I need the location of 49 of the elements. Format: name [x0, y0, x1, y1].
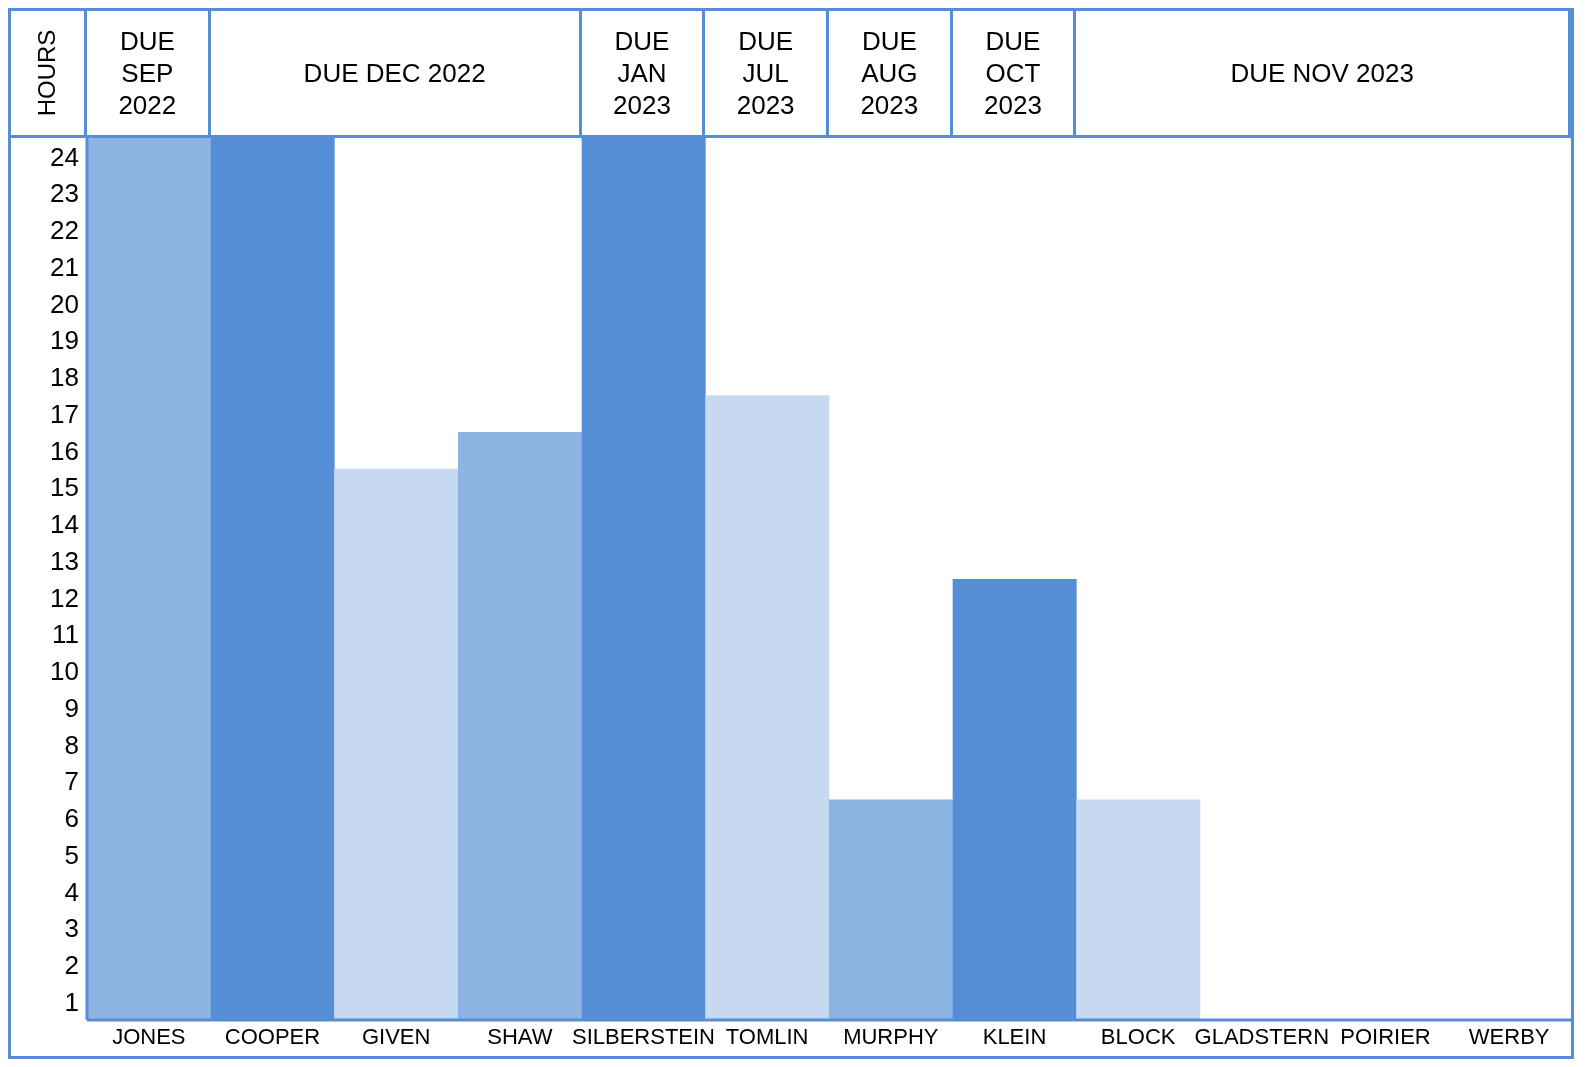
y-tick-label: 24: [50, 141, 79, 172]
y-tick-label: 7: [64, 766, 79, 797]
y-tick-label: 13: [50, 545, 79, 576]
x-tick-label: COOPER: [224, 1023, 321, 1049]
y-tick-label: 23: [50, 178, 79, 209]
text: DUE JAN 2023: [612, 25, 672, 121]
text: DUE SEP 2022: [117, 25, 178, 121]
x-tick-label: WERBY: [1468, 1023, 1550, 1049]
text: DUE AUG 2023: [859, 25, 920, 121]
x-tick-label: POIRIER: [1340, 1023, 1431, 1049]
x-tick-label: GLADSTERN: [1194, 1023, 1330, 1049]
y-tick-label: 6: [64, 803, 79, 834]
y-tick-label: 8: [64, 729, 79, 760]
x-tick-label: JONES: [112, 1023, 186, 1049]
x-tick-label: KLEIN: [982, 1023, 1047, 1049]
x-tick-label: MURPHY: [843, 1023, 939, 1049]
y-tick-label: 4: [64, 876, 79, 907]
y-tick-label: 3: [64, 913, 79, 944]
y-tick-label: 10: [50, 656, 79, 687]
y-tick-label: 2: [64, 950, 79, 981]
bar: [334, 468, 459, 1020]
x-tick-label: SHAW: [487, 1023, 553, 1049]
bar: [1076, 799, 1201, 1020]
y-tick-label: 1: [64, 986, 79, 1017]
x-tick-label: TOMLIN: [725, 1023, 809, 1049]
text: DUE JUL 2023: [735, 25, 796, 121]
y-tick-label: 11: [52, 619, 79, 650]
y-tick-label: 22: [50, 215, 79, 246]
x-tick-label: SILBERSTEIN: [571, 1023, 716, 1049]
bar: [458, 432, 582, 1020]
text: DUE DEC 2022: [303, 57, 486, 89]
y-tick-label: 19: [50, 325, 79, 356]
y-tick-label: 21: [50, 251, 79, 282]
y-tick-label: 5: [64, 839, 79, 870]
x-tick-label: BLOCK: [1100, 1023, 1176, 1049]
y-tick-label: 20: [50, 288, 79, 319]
text: DUE OCT 2023: [983, 25, 1043, 121]
y-tick-label: 16: [50, 435, 79, 466]
y-tick-label: 15: [50, 472, 79, 503]
y-tick-label: 17: [50, 398, 79, 429]
y-tick-label: 14: [50, 509, 79, 540]
text: DUE NOV 2023: [1230, 57, 1414, 89]
y-tick-label: 18: [50, 362, 79, 393]
x-tick-label: GIVEN: [361, 1023, 431, 1049]
bar: [829, 799, 953, 1020]
y-tick-label: 12: [50, 582, 79, 613]
y-tick-label: 9: [64, 692, 79, 723]
bar: [705, 395, 830, 1020]
y-axis-title: HOURS: [33, 29, 62, 117]
